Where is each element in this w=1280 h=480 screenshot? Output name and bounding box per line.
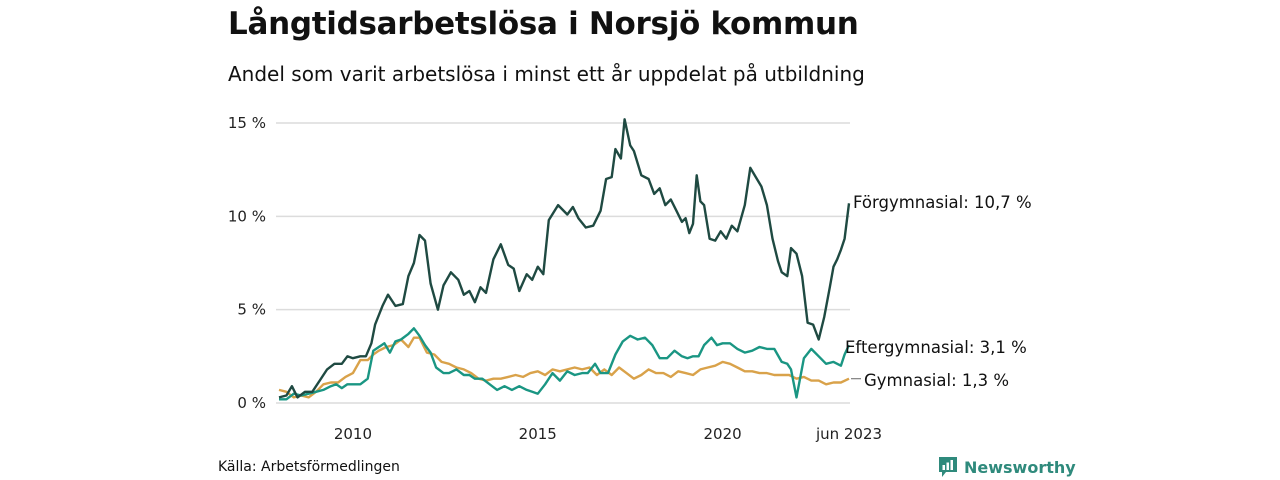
x-tick-label: 2010 xyxy=(334,425,372,443)
x-tick-label: 2020 xyxy=(703,425,741,443)
y-axis-ticks: 0 % 5 % 10 % 15 % xyxy=(228,114,266,412)
y-tick-label: 10 % xyxy=(228,207,266,225)
x-axis-ticks: 2010 2015 2020 jun 2023 xyxy=(334,425,882,443)
x-tick-label: jun 2023 xyxy=(815,425,882,443)
bar-chart-speech-icon xyxy=(939,457,957,477)
y-tick-label: 5 % xyxy=(237,301,266,319)
y-tick-label: 0 % xyxy=(237,394,266,412)
end-label-eftergymnasial: Eftergymnasial: 3,1 % xyxy=(845,338,1027,357)
series-line-förgymnasial xyxy=(278,118,851,399)
gridlines xyxy=(276,122,850,404)
source-note: Källa: Arbetsförmedlingen xyxy=(218,459,400,475)
chart-title: Långtidsarbetslösa i Norsjö kommun xyxy=(228,6,859,42)
brand-logo: Newsworthy xyxy=(938,456,1076,478)
series-line-gymnasial xyxy=(278,336,850,399)
end-label-förgymnasial: Förgymnasial: 10,7 % xyxy=(853,193,1032,212)
series-lines xyxy=(278,118,851,401)
end-label-gymnasial: Gymnasial: 1,3 % xyxy=(864,371,1009,390)
series-end-labels: Förgymnasial: 10,7 % Eftergymnasial: 3,1 … xyxy=(845,193,1032,390)
y-tick-label: 15 % xyxy=(228,114,266,132)
brand-name: Newsworthy xyxy=(964,457,1076,477)
series-line-eftergymnasial xyxy=(279,327,851,401)
x-tick-label: 2015 xyxy=(519,425,557,443)
chart-subtitle: Andel som varit arbetslösa i minst ett å… xyxy=(228,62,865,86)
